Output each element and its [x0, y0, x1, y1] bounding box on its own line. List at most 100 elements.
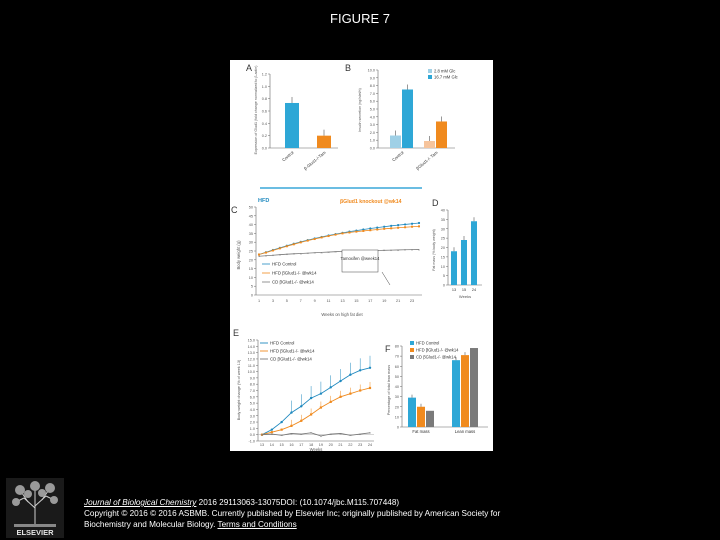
panel-e-point — [300, 419, 303, 422]
panel-e-xtick-label: 18 — [309, 443, 313, 447]
panel-e-line-2 — [261, 432, 371, 437]
panel-c-point — [383, 225, 386, 228]
panel-e-xtick-label: 17 — [299, 443, 303, 447]
panel-d-xtick-2: 24 — [472, 288, 476, 292]
panel-e-ylabel: Body weight change (% of week 13) — [237, 359, 241, 420]
panel-f-legend-0: HFD Control — [416, 341, 439, 346]
panel-c-point: × — [418, 247, 421, 252]
panel-f-legend-swatch-2 — [410, 355, 414, 359]
panel-d-label: D — [432, 198, 439, 208]
panel-e-point — [319, 392, 323, 395]
panel-c-label: C — [231, 205, 238, 215]
panel-f-ytick-label: 20 — [395, 405, 399, 409]
panel-f-ytick-label: 80 — [395, 345, 399, 349]
panel-e-ytick-label: 2.0 — [250, 421, 255, 425]
panel-e-xtick-label: 19 — [319, 443, 323, 447]
panel-b-ytick-label: 4.0 — [370, 115, 375, 119]
terms-link[interactable]: Terms and Conditions — [217, 520, 297, 529]
citation-journal[interactable]: Journal of Biological Chemistry — [84, 498, 197, 507]
panel-d-xtick-0: 13 — [452, 288, 456, 292]
panel-a-ytick-label: 1.2 — [262, 73, 267, 77]
panel-a-xlabel-1: β-Glud1-/-Tam — [303, 150, 327, 171]
panel-f-xlabel-0: Fat mass — [412, 429, 429, 434]
panel-c-banner-right: βGlud1 knockout @wk14 — [340, 199, 402, 205]
panel-d-bar-2 — [471, 221, 477, 285]
panel-c-banner-box — [338, 196, 424, 205]
panel-c-ytick-label: 10 — [249, 276, 253, 280]
panel-c-xtick-label: 21 — [396, 299, 400, 303]
panel-a-bar-1 — [317, 135, 331, 148]
panel-c-point — [292, 243, 295, 246]
panel-b-ytick-label: 6.0 — [370, 100, 375, 104]
panel-c-point — [271, 249, 274, 252]
panel-e-xtick-label: 16 — [289, 443, 293, 447]
panel-c-line-1 — [258, 225, 420, 255]
panel-b-legend-0: 2.8 mM Glc — [434, 69, 455, 74]
panel-e-point — [290, 424, 293, 427]
panel-f-bar-1-0 — [452, 360, 460, 427]
panel-e-xtick-label: 15 — [280, 443, 284, 447]
panel-f-bar-1-2 — [470, 348, 478, 427]
panel-e-point: × — [369, 430, 372, 435]
panel-c-point: × — [397, 247, 400, 252]
panel-a-ytick-label: 1.0 — [262, 85, 267, 89]
panel-c-point: × — [313, 250, 316, 255]
panel-c-point: × — [334, 249, 337, 254]
panel-e-point — [270, 428, 274, 431]
panel-c-point — [320, 236, 323, 239]
panel-c-xtick-label: 13 — [340, 299, 344, 303]
panel-c-point — [355, 230, 358, 233]
panel-e-point — [270, 431, 273, 434]
panel-e-ytick-label: 11.0 — [248, 364, 255, 368]
panel-e-ytick-label: 7.0 — [250, 389, 255, 393]
panel-f-ytick-label: 30 — [395, 395, 399, 399]
panel-c-xlabel: Weeks on high fat diet — [321, 312, 363, 317]
panel-c-point: × — [258, 254, 261, 259]
panel-d-bar-0 — [451, 251, 457, 285]
panel-c-point: × — [320, 250, 323, 255]
panel-e-ytick-label: 15.0 — [248, 339, 255, 343]
panel-d-ytick-label: 35 — [441, 218, 445, 222]
panel-f-label: F — [385, 344, 391, 354]
panel-e-point: × — [330, 431, 333, 436]
panel-b-legend-swatch-1 — [428, 75, 432, 79]
panel-e-ytick-label: 4.0 — [250, 408, 255, 412]
panel-e-point: × — [290, 431, 293, 436]
panel-e-ytick-label: 10.0 — [248, 370, 255, 374]
panel-e-point — [339, 395, 342, 398]
panel-d-ylabel: Fat mass (% body weight) — [432, 229, 436, 271]
panel-c-point: × — [279, 252, 282, 257]
panel-e-xtick-label: 24 — [368, 443, 372, 447]
panel-e-point — [319, 406, 323, 409]
panel-f-ytick-label: 10 — [395, 415, 399, 419]
panel-c-point — [383, 227, 386, 230]
panel-c-point: × — [327, 249, 330, 254]
panel-e-ytick-label: 9.0 — [250, 376, 255, 380]
panel-e-point: × — [310, 430, 313, 435]
panel-d-ytick-label: 5 — [443, 274, 445, 278]
panel-e-xtick-label: 22 — [348, 443, 352, 447]
panel-e-point — [368, 366, 372, 369]
panel-c-point: × — [265, 253, 268, 258]
panel-b-label: B — [345, 63, 351, 73]
panel-c-ytick-label: 45 — [249, 214, 253, 218]
panel-e-ytick-label: 0.0 — [250, 433, 255, 437]
panel-c-point — [418, 225, 420, 228]
panel-c-ytick-label: 50 — [249, 206, 253, 210]
panel-f-ylabel: Percentage of total lean mass — [387, 365, 391, 415]
panel-c-xtick-label: 9 — [314, 299, 316, 303]
panel-c-legend-0: HFD Control — [272, 262, 296, 267]
panel-b-ytick-label: 5.0 — [370, 108, 375, 112]
figure-panel: A 0.0 0.2 0.4 0.6 0.8 1.0 1.2 Expression of Glud… — [230, 60, 493, 451]
panel-c-legend-1: HFD βGlud1-/- @wk14 — [272, 271, 317, 276]
panel-c-point: × — [293, 251, 296, 256]
panel-c-ylabel: Body weight (g) — [236, 240, 241, 270]
figure-7-svg: A 0.0 0.2 0.4 0.6 0.8 1.0 1.2 Expression of Glud… — [231, 63, 488, 451]
panel-c-point — [258, 253, 260, 256]
panel-e-point — [280, 428, 283, 431]
panel-e-point — [280, 420, 283, 424]
panel-b-xlabel-0: Control — [391, 150, 405, 163]
panel-c-legend-2: CD βGlud1-/- @wk14 — [272, 280, 314, 285]
panel-c-xtick-label: 23 — [410, 299, 414, 303]
panel-c-point: × — [411, 247, 414, 252]
